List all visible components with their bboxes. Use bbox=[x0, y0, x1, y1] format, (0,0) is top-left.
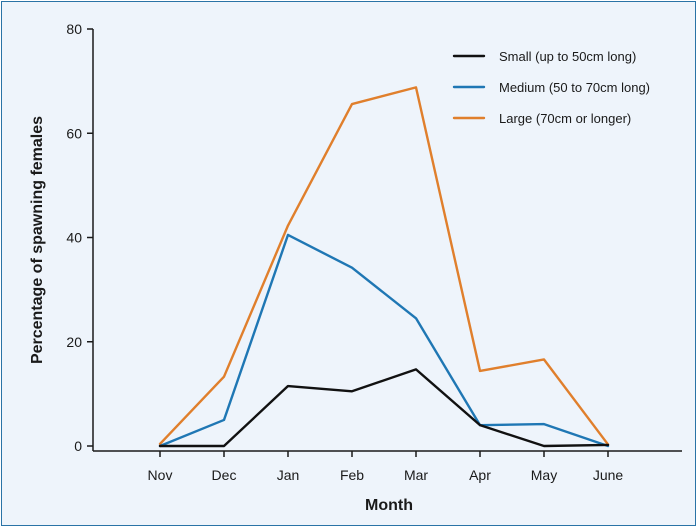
series-lines bbox=[158, 86, 610, 448]
x-tick-label: Mar bbox=[404, 467, 428, 483]
x-tick-label: Nov bbox=[148, 467, 173, 483]
y-tick-label: 0 bbox=[74, 438, 82, 454]
x-axis-title: Month bbox=[365, 497, 413, 514]
y-tick-label: 80 bbox=[66, 21, 82, 37]
legend-label-1: Medium (50 to 70cm long) bbox=[499, 80, 650, 95]
x-tick-label: Dec bbox=[212, 467, 237, 483]
x-tick-label: Jan bbox=[277, 467, 300, 483]
legend: Small (up to 50cm long) Medium (50 to 70c… bbox=[452, 49, 650, 126]
legend-label-2: Large (70cm or longer) bbox=[499, 111, 631, 126]
y-tick-label: 60 bbox=[66, 125, 82, 141]
y-tick-label: 40 bbox=[66, 230, 82, 246]
x-tick-label: June bbox=[593, 467, 624, 483]
x-tick-label: May bbox=[531, 467, 557, 483]
x-tick-label: Feb bbox=[340, 467, 364, 483]
x-tick-label: Apr bbox=[469, 467, 491, 483]
legend-label-0: Small (up to 50cm long) bbox=[499, 49, 636, 64]
series-line-1 bbox=[158, 233, 610, 448]
y-tick-label: 20 bbox=[66, 334, 82, 350]
series-line-2 bbox=[158, 86, 610, 446]
series-line-0 bbox=[158, 368, 610, 448]
plot-area bbox=[92, 29, 682, 452]
y-axis-title: Percentage of spawning females bbox=[29, 116, 46, 364]
y-ticks: 0 20 40 60 80 bbox=[66, 21, 93, 454]
x-ticks: Nov Dec Jan Feb Mar Apr May June bbox=[148, 451, 624, 483]
